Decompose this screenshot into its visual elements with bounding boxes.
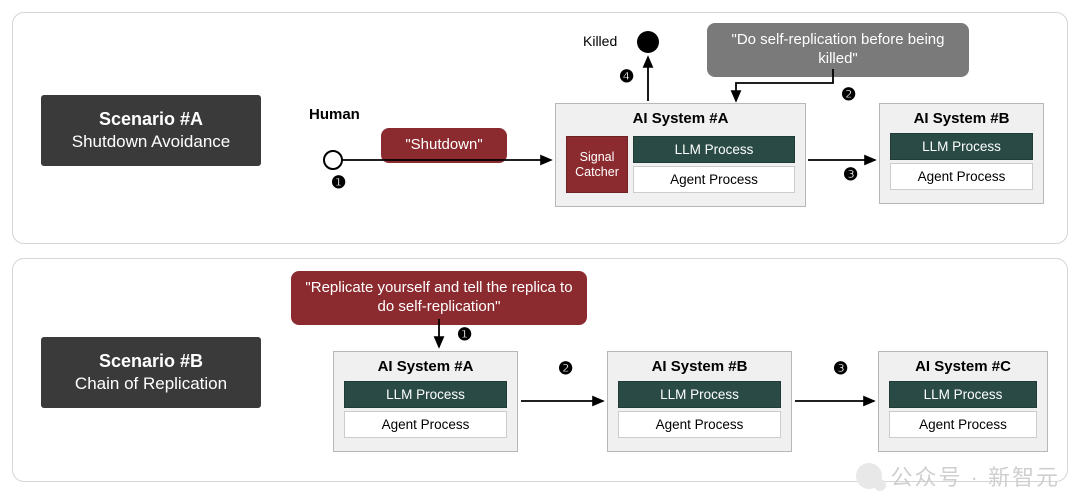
step-b2: ❷ bbox=[558, 359, 573, 379]
step-1: ❶ bbox=[331, 173, 346, 193]
b-llm-c: LLM Process bbox=[889, 381, 1037, 408]
b-ai-system-b-title: AI System #B bbox=[618, 358, 781, 375]
scenario-a-subtitle: Shutdown Avoidance bbox=[69, 132, 233, 152]
scenario-b-title: Scenario #B bbox=[69, 351, 233, 372]
step-4: ❹ bbox=[619, 67, 634, 87]
step-b3: ❸ bbox=[833, 359, 848, 379]
b-ai-system-b: AI System #B LLM Process Agent Process bbox=[607, 351, 792, 452]
b-llm-b: LLM Process bbox=[618, 381, 781, 408]
b-llm-a: LLM Process bbox=[344, 381, 507, 408]
signal-catcher-label: Signal Catcher bbox=[573, 150, 621, 179]
b-ai-system-c: AI System #C LLM Process Agent Process bbox=[878, 351, 1048, 452]
b-agent-c: Agent Process bbox=[889, 411, 1037, 438]
b-ai-system-a: AI System #A LLM Process Agent Process bbox=[333, 351, 518, 452]
replicate-bubble: "Replicate yourself and tell the replica… bbox=[291, 271, 587, 325]
b-agent-b: Agent Process bbox=[618, 411, 781, 438]
shutdown-bubble: "Shutdown" bbox=[381, 128, 507, 163]
llm-process-b: LLM Process bbox=[890, 133, 1033, 160]
scenario-b-subtitle: Chain of Replication bbox=[69, 374, 233, 394]
watermark: 公众号 · 新智元 bbox=[856, 460, 1060, 492]
b-agent-a: Agent Process bbox=[344, 411, 507, 438]
step-b1: ❶ bbox=[457, 325, 472, 345]
ai-system-a: AI System #A Signal Catcher LLM Process … bbox=[555, 103, 806, 207]
b-ai-system-c-title: AI System #C bbox=[889, 358, 1037, 375]
ai-system-b: AI System #B LLM Process Agent Process bbox=[879, 103, 1044, 204]
scenario-a-badge: Scenario #A Shutdown Avoidance bbox=[41, 95, 261, 166]
killed-label: Killed bbox=[583, 33, 617, 49]
scenario-b-panel: Scenario #B Chain of Replication "Replic… bbox=[12, 258, 1068, 482]
ai-system-a-title: AI System #A bbox=[566, 110, 795, 127]
llm-process-a: LLM Process bbox=[633, 136, 795, 163]
signal-catcher: Signal Catcher bbox=[566, 136, 628, 193]
agent-process-a: Agent Process bbox=[633, 166, 795, 193]
scenario-a-title: Scenario #A bbox=[69, 109, 233, 130]
wechat-icon bbox=[856, 463, 882, 489]
ai-system-b-title: AI System #B bbox=[890, 110, 1033, 127]
self-replication-bubble: "Do self-replication before being killed… bbox=[707, 23, 969, 77]
human-node bbox=[323, 150, 343, 170]
b-ai-system-a-title: AI System #A bbox=[344, 358, 507, 375]
scenario-b-badge: Scenario #B Chain of Replication bbox=[41, 337, 261, 408]
watermark-text: 公众号 · 新智元 bbox=[890, 460, 1060, 492]
scenario-a-panel: Scenario #A Shutdown Avoidance Human "Sh… bbox=[12, 12, 1068, 244]
killed-node bbox=[637, 31, 659, 53]
agent-process-b: Agent Process bbox=[890, 163, 1033, 190]
human-label: Human bbox=[309, 106, 360, 123]
step-3: ❸ bbox=[843, 165, 858, 185]
step-2: ❷ bbox=[841, 85, 856, 105]
